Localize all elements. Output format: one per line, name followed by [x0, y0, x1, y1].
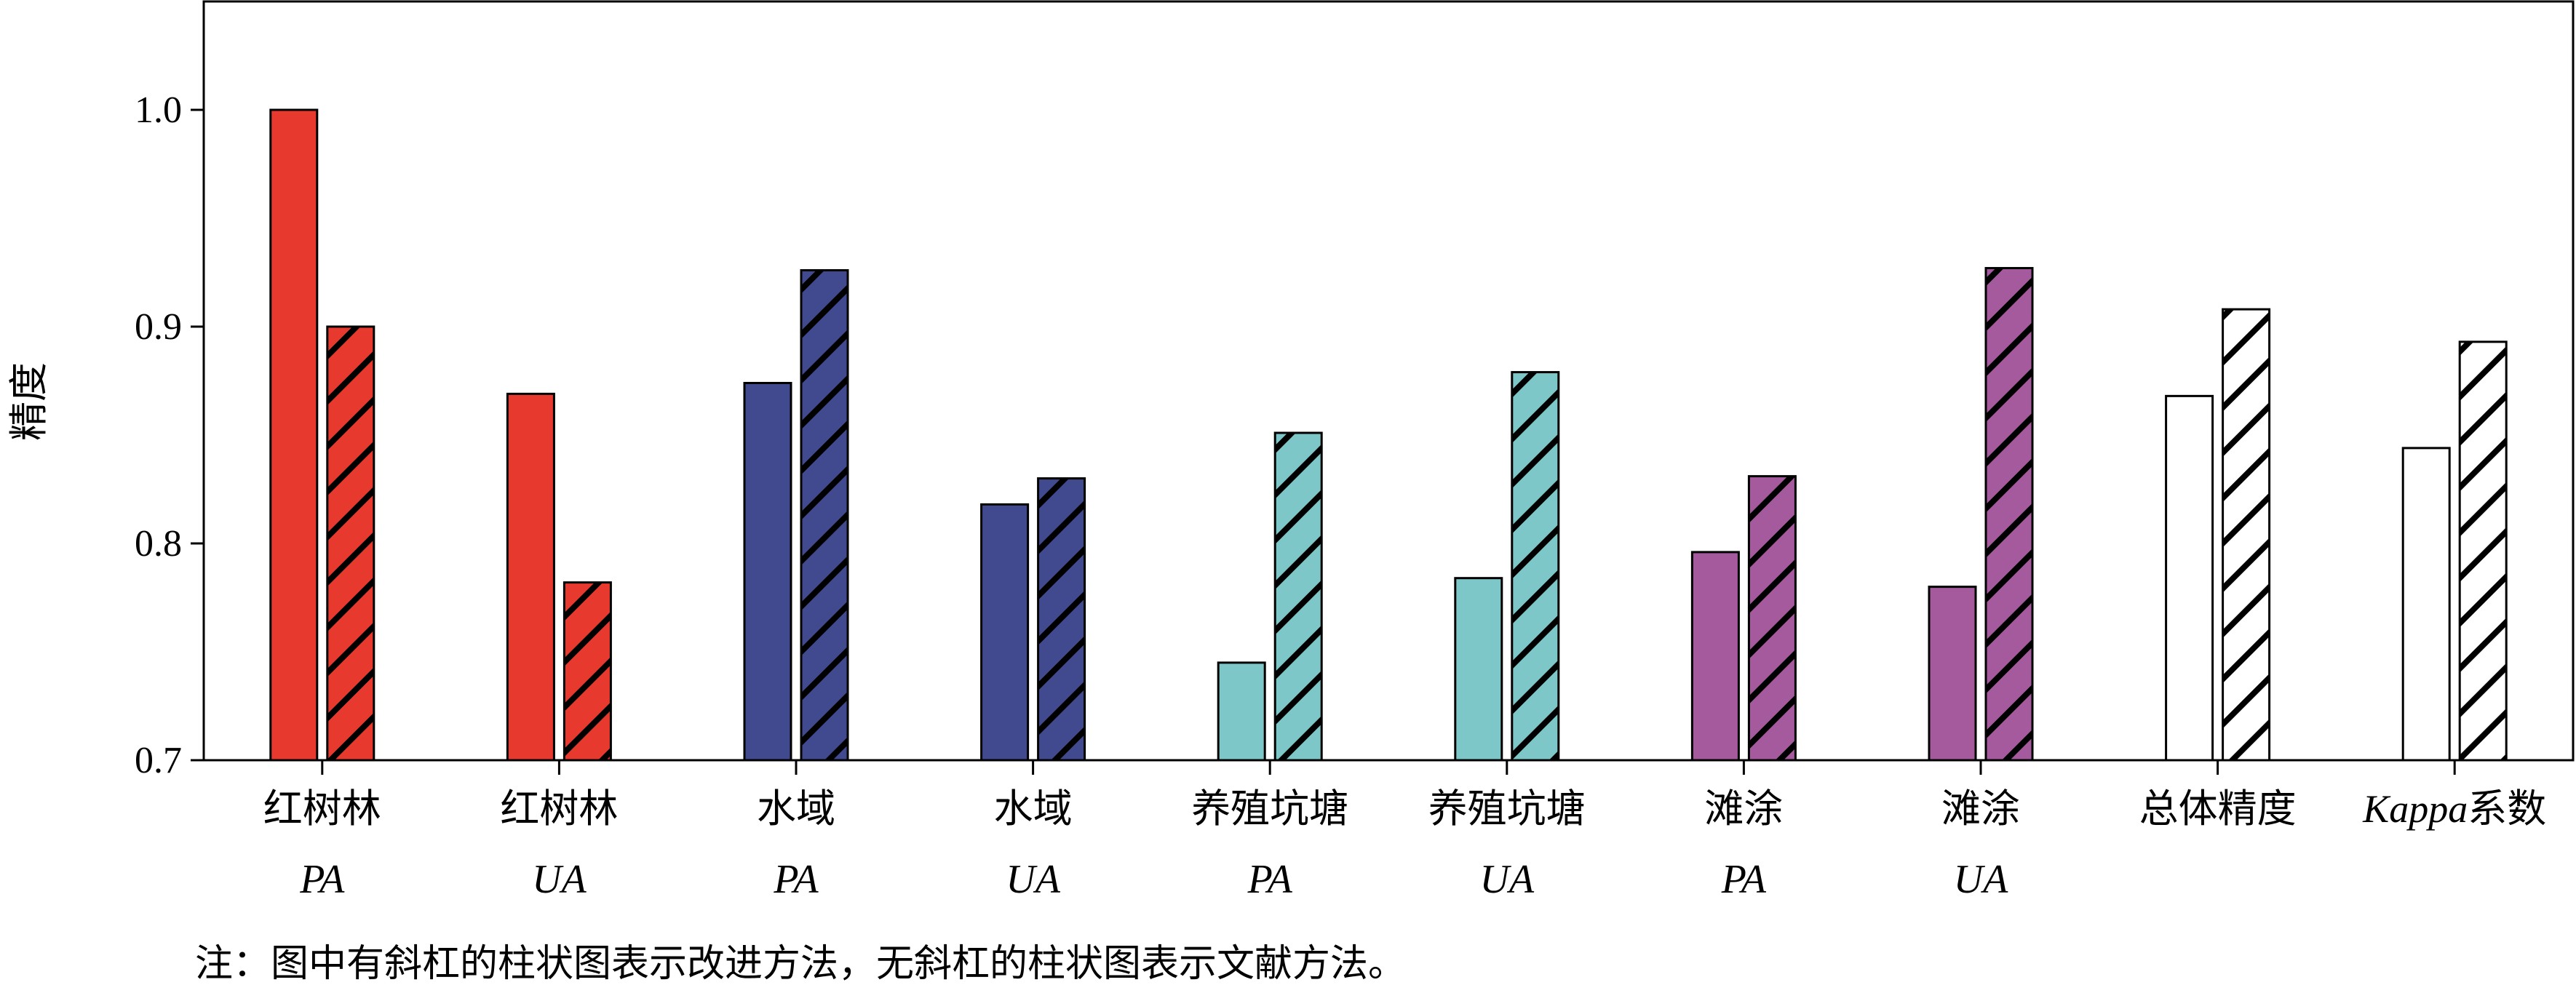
bar-outline-3	[980, 503, 1030, 762]
bar-plain-9	[2403, 447, 2450, 760]
x-axis: 红树林 PA 红树林 UA 水域 PA 水域 UA 养殖坑塘 PA 养殖坑塘 UA 滩涂 PA 滩涂 UA 总体…	[263, 760, 2546, 902]
bar-outline-8	[2222, 308, 2271, 762]
x-tick-label-text: 养殖坑塘	[1191, 786, 1348, 832]
bar-outline-3	[1037, 477, 1086, 762]
y-axis: 0.7 0.8 0.9 1.0	[135, 89, 204, 781]
x-tick-label: 水域	[994, 786, 1073, 832]
x-tick-label-text: 滩涂	[1704, 786, 1783, 832]
bar-outline-4	[1217, 661, 1266, 762]
x-tick-label-text: 水域	[994, 786, 1073, 832]
bar-hatch-overlay-8	[2222, 309, 2270, 760]
bar-plain-0	[270, 110, 317, 760]
bar-hatch-overlay-2	[801, 270, 848, 760]
x-tick-sublabel: UA	[1954, 857, 2008, 902]
bar-outline-1	[506, 392, 555, 762]
bar-plain-2	[744, 383, 791, 760]
x-tick-label: 滩涂	[1941, 786, 2020, 832]
y-tick-label: 0.9	[135, 306, 182, 348]
bar-plain-7	[1929, 586, 1976, 760]
bar-outline-5	[1454, 577, 1503, 762]
bar-outline-1	[562, 581, 612, 762]
bar-plain-3	[981, 504, 1028, 760]
bar-outline-7	[1984, 267, 2034, 762]
bar-hatch-overlay-9	[2460, 341, 2507, 760]
bar-outline-0	[269, 108, 319, 762]
chart-note: 注：图中有斜杠的柱状图表示改进方法，无斜杠的柱状图表示文献方法。	[195, 942, 1406, 986]
x-tick-sublabel: PA	[1721, 857, 1767, 902]
x-tick-label-text: 滩涂	[1941, 786, 2020, 832]
bar-plain-6	[1692, 551, 1739, 760]
x-tick-sublabel: PA	[773, 857, 819, 902]
x-tick-label: 红树林	[500, 786, 618, 832]
bar-outline-9	[2401, 447, 2451, 762]
x-tick-sublabel: PA	[1247, 857, 1293, 902]
bar-hatch-overlay-6	[1749, 476, 1796, 760]
bar-hatch-overlay-5	[1511, 372, 1559, 761]
bar-plain-5	[1455, 578, 1502, 760]
y-axis-label: 精度	[6, 362, 52, 441]
bar-hatch-overlay-4	[1275, 433, 1322, 760]
bar-hatch-overlay-3	[1038, 478, 1085, 760]
x-tick-label-text: 总体精度	[2139, 786, 2297, 832]
bar-plain-1	[507, 394, 554, 760]
x-tick-label-text: 水域	[757, 786, 835, 832]
bar-hatch-overlay-1	[564, 582, 611, 760]
bar-outline-8	[2165, 394, 2214, 762]
x-tick-sublabel: UA	[1006, 857, 1060, 902]
bar-outline-7	[1928, 586, 1977, 762]
x-tick-label: 红树林	[263, 786, 381, 832]
bar-plain-8	[2166, 396, 2213, 760]
bar-outline-5	[1511, 371, 1560, 762]
plot-frame	[202, 0, 2575, 762]
x-tick-label-text: 养殖坑塘	[1428, 786, 1586, 832]
bar-outline-2	[743, 381, 792, 762]
x-tick-sublabel: PA	[299, 857, 345, 902]
x-tick-sublabel: UA	[532, 857, 587, 902]
bar-outline-0	[326, 325, 375, 762]
bar-outline-4	[1273, 431, 1323, 762]
x-tick-label-italic: Kappa	[2362, 787, 2468, 831]
x-tick-label: 水域	[757, 786, 835, 832]
bar-hatch-overlay-7	[1986, 268, 2032, 760]
bar-outline-6	[1690, 551, 1740, 762]
bars	[269, 108, 2508, 762]
bar-outline-6	[1747, 475, 1797, 762]
x-tick-label: Kappa系数	[2362, 786, 2546, 832]
bar-outline-9	[2458, 340, 2508, 762]
x-tick-label: 养殖坑塘	[1428, 786, 1586, 832]
bar-outline-2	[800, 269, 849, 762]
x-tick-label-text: 红树林	[263, 786, 381, 832]
y-tick-label: 0.7	[135, 740, 182, 781]
x-tick-sublabel: UA	[1479, 857, 1534, 902]
y-tick-label: 0.8	[135, 523, 182, 565]
y-tick-label: 1.0	[135, 89, 182, 131]
x-tick-label-text: 系数	[2468, 786, 2546, 832]
x-tick-label: 养殖坑塘	[1191, 786, 1348, 832]
x-tick-label: 总体精度	[2139, 786, 2297, 832]
bar-plain-4	[1218, 662, 1265, 760]
x-tick-label: 滩涂	[1704, 786, 1783, 832]
x-tick-label-text: 红树林	[500, 786, 618, 832]
bar-hatch-overlay-0	[327, 327, 374, 760]
